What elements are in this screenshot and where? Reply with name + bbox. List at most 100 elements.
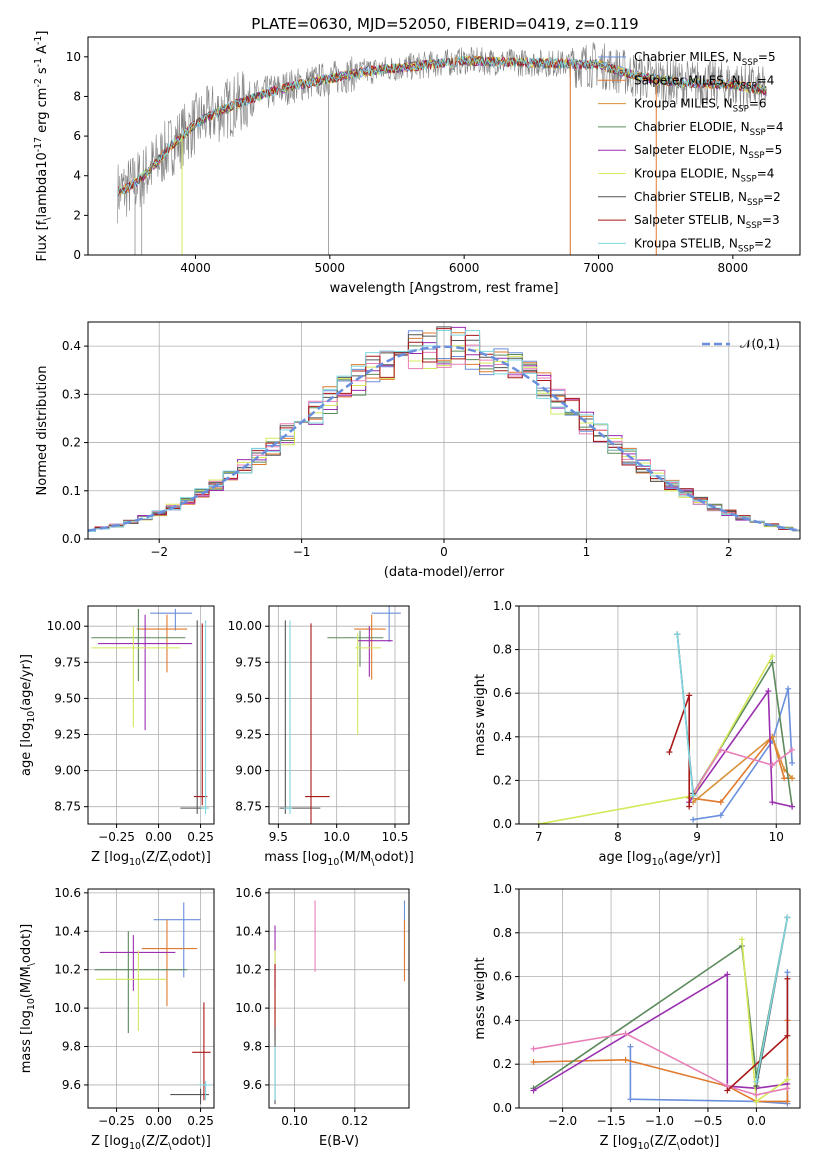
- y-tick-label: 0.4: [493, 730, 512, 744]
- y-tick-label: 0.4: [62, 339, 81, 353]
- errorbar-point: [91, 608, 186, 682]
- errorbar-point: [98, 614, 193, 731]
- x-tick-label: 5000: [315, 261, 346, 275]
- y-axis-label: mass weight: [473, 674, 488, 756]
- panel-weight_vs_age: 7 8 9 10 0.0 0.2 0.4 0.6 0.8 1.0 age [log10(age/yr…: [473, 599, 801, 868]
- errorbar-point: [94, 931, 188, 1034]
- weight-line-chabrier_elodie: [533, 917, 789, 1089]
- errorbar-point: [180, 620, 204, 814]
- y-tick-label: 0.0: [493, 817, 512, 831]
- x-tick-label: 0.0: [747, 1114, 766, 1128]
- errorbar-point: [192, 1002, 211, 1101]
- x-tick-label: −1: [293, 545, 311, 559]
- weight-line-salpeter_elodie: [688, 690, 793, 808]
- panel-spectrum: 4000 5000 6000 7000 8000 0 2 4 6 8 10 wavelength [A…: [33, 31, 801, 296]
- errorbar-point: [305, 623, 330, 824]
- x-tick-label: 0.00: [145, 1114, 172, 1128]
- x-axis-label: Z [log10(Z/Z\odot)]: [91, 1134, 211, 1152]
- y-tick-label: 9.00: [54, 764, 81, 778]
- axes-frame: [518, 888, 801, 1109]
- x-axis-label: mass [log10(M/M\odot)]: [264, 850, 414, 868]
- legend-label: Chabrier MILES, NSSP=5: [634, 50, 776, 68]
- x-tick-label: −0.25: [98, 830, 135, 844]
- histogram-kroupa_stelib: [88, 329, 800, 532]
- x-tick-label: 0.10: [281, 1114, 308, 1128]
- y-axis-label: Normed distribution: [35, 366, 50, 496]
- y-tick-label: 10.00: [47, 619, 81, 633]
- errorbar-point: [193, 623, 208, 806]
- y-tick-label: 9.25: [54, 727, 81, 741]
- plot-area: [279, 606, 401, 824]
- y-tick-label: 0.2: [493, 773, 512, 787]
- y-tick-label: 0.4: [493, 1013, 512, 1027]
- y-tick-label: 1.0: [493, 599, 512, 613]
- y-tick-label: 10.2: [235, 963, 262, 977]
- x-tick-label: 0.00: [145, 830, 172, 844]
- x-tick-label: 10.5: [382, 830, 409, 844]
- errorbar-point: [96, 950, 167, 1032]
- y-tick-label: 0.2: [493, 1057, 512, 1071]
- y-tick-label: 10.6: [235, 886, 262, 900]
- axes-frame: [268, 605, 410, 825]
- y-tick-label: 9.25: [235, 727, 262, 741]
- x-tick-label: −2.0: [548, 1114, 577, 1128]
- y-tick-label: 0.3: [62, 387, 81, 401]
- x-tick-label: 0.25: [187, 1114, 214, 1128]
- x-tick-label: 8000: [718, 261, 749, 275]
- y-tick-label: 0.2: [62, 436, 81, 450]
- y-tick-label: 8.75: [54, 800, 81, 814]
- errorbar-point: [354, 614, 386, 680]
- axes-frame: [87, 321, 801, 540]
- y-tick-label: 10: [66, 50, 81, 64]
- x-tick-label: −0.25: [98, 1114, 135, 1128]
- y-tick-label: 9.50: [235, 691, 262, 705]
- errorbar-point: [150, 608, 193, 631]
- y-tick-label: 2: [73, 208, 81, 222]
- x-axis-label: wavelength [Angstrom, rest frame]: [330, 281, 559, 296]
- y-tick-label: 0.8: [493, 643, 512, 657]
- x-tick-label: −1.0: [645, 1114, 674, 1128]
- x-tick-label: 10: [769, 830, 784, 844]
- errorbar-point: [357, 626, 393, 677]
- weight-line-salpeter_miles: [533, 1020, 789, 1103]
- panel-age_vs_mass: 9.5 10.0 10.5 8.75 9.00 9.25 9.50 9.75 10.00 mass…: [228, 605, 414, 868]
- weight-line-pink: [692, 749, 793, 794]
- y-tick-label: 10.0: [54, 1001, 81, 1015]
- y-tick-label: 1.0: [493, 882, 512, 896]
- weight-line-kroupa_stelib: [755, 917, 789, 1082]
- x-tick-label: 9.5: [269, 830, 288, 844]
- axes-frame: [268, 888, 410, 1109]
- x-tick-label: 0.12: [341, 1114, 368, 1128]
- x-axis-label: Z [log10(Z/Z\odot)]: [91, 850, 211, 868]
- x-tick-label: 4000: [180, 261, 211, 275]
- weight-line-salpeter_elodie: [533, 973, 788, 1092]
- y-tick-label: 10.4: [235, 924, 262, 938]
- errorbar-point: [200, 620, 209, 814]
- errorbar-point: [141, 919, 198, 1007]
- x-axis-label: E(B-V): [319, 1134, 359, 1149]
- y-tick-label: 10.0: [235, 1001, 262, 1015]
- errorbar-point: [355, 633, 381, 735]
- panel-age_vs_Z: −0.25 0.00 0.25 8.75 9.00 9.25 9.50 9.75 10.00 Z …: [19, 605, 215, 868]
- legend-label: Chabrier ELODIE, NSSP=4: [634, 120, 783, 138]
- y-tick-label: 9.6: [243, 1078, 262, 1092]
- panel-mass_vs_Z: −0.25 0.00 0.25 9.6 9.8 10.0 10.2 10.4 10.6 Z [lo…: [19, 886, 215, 1152]
- y-axis-label: mass [log10(M/M\odot)]: [19, 924, 37, 1074]
- figure-title: PLATE=0630, MJD=52050, FIBERID=0419, z=0…: [251, 15, 638, 33]
- y-tick-label: 8.75: [235, 800, 262, 814]
- errorbar-point: [153, 902, 201, 978]
- x-axis-label: age [log10(age/yr)]: [599, 850, 721, 868]
- y-tick-label: 0.1: [62, 484, 81, 498]
- legend: Chabrier MILES, NSSP=5 Salpeter MILES, NS…: [598, 50, 783, 254]
- x-axis-label: (data-model)/error: [384, 565, 505, 580]
- legend-label: Kroupa STELIB, NSSP=2: [634, 236, 772, 254]
- weight-line-salpeter_stelib: [668, 694, 691, 807]
- y-axis-label: mass weight: [473, 957, 488, 1039]
- y-tick-label: 9.8: [243, 1040, 262, 1054]
- weight-line-kroupa_elodie: [538, 655, 773, 824]
- y-axis-label: age [log10(age/yr)]: [19, 654, 37, 776]
- x-tick-label: 7: [535, 830, 543, 844]
- y-tick-label: 10.4: [54, 924, 81, 938]
- plot-area: [117, 41, 767, 255]
